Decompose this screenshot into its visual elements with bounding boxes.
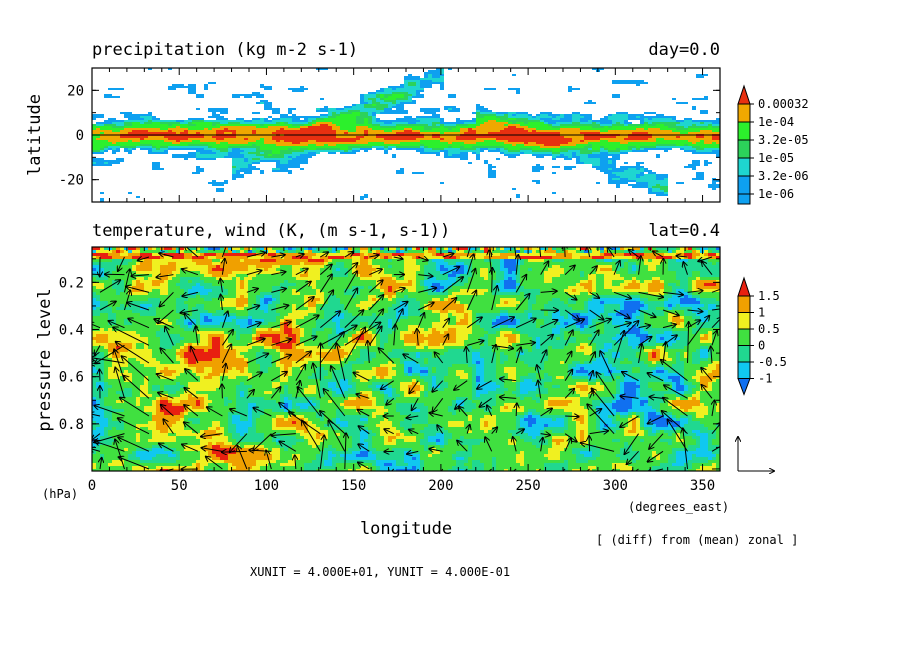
bottom-xtick-label: 50 — [171, 478, 188, 494]
bottom-ytick-label: 0.4 — [59, 323, 84, 339]
top-colorbar-label: 1e-05 — [758, 151, 794, 165]
top-ytick-label: -20 — [59, 173, 84, 189]
precipitation-field — [92, 68, 720, 202]
top-colorbar-label: 0.00032 — [758, 97, 809, 111]
bottom-xtick-label: 0 — [88, 478, 96, 494]
bottom-xtick-label: 350 — [690, 478, 715, 494]
top-ticks: 20 0 -20 — [59, 67, 721, 203]
top-ytick-label: 0 — [76, 128, 84, 144]
bottom-ylabel: pressure level — [35, 288, 55, 431]
reference-vector — [738, 437, 774, 471]
bottom-colorbar-label: 1.5 — [758, 289, 780, 303]
bottom-title: temperature, wind (K, (m s-1, s-1)) — [92, 221, 450, 241]
bottom-colorbar-label: -1 — [758, 372, 772, 386]
bottom-ticks: 0.2 0.4 0.6 0.8 0 50 100 150 200 250 300 350 — [59, 247, 721, 494]
bottom-yunit: (hPa) — [42, 487, 78, 501]
top-ylabel: latitude — [25, 94, 45, 176]
bottom-colorbar-label: 0.5 — [758, 322, 780, 336]
top-ytick-label: 20 — [67, 83, 84, 99]
bottom-colorbar-label: 1 — [758, 306, 765, 320]
bottom-title-right: lat=0.4 — [648, 221, 720, 241]
top-colorbar-label: 1e-04 — [758, 115, 794, 129]
bottom-xtick-label: 250 — [515, 478, 540, 494]
temperature-field — [92, 247, 720, 471]
units-line: XUNIT = 4.000E+01, YUNIT = 4.000E-01 — [250, 565, 510, 579]
top-colorbar: 0.00032 1e-04 3.2e-05 1e-05 3.2e-06 1e-06 — [737, 84, 809, 205]
bottom-xlabel: longitude — [360, 519, 452, 539]
top-colorbar-label: 3.2e-06 — [758, 169, 809, 183]
top-title: precipitation (kg m-2 s-1) — [92, 40, 358, 60]
bottom-colorbar: 1.5 1 0.5 0 -0.5 -1 — [737, 276, 787, 396]
diff-note: [ (diff) from (mean) zonal ] — [596, 533, 798, 547]
bottom-xtick-label: 300 — [603, 478, 628, 494]
bottom-ytick-label: 0.8 — [59, 417, 84, 433]
bottom-colorbar-label: -0.5 — [758, 355, 787, 369]
bottom-colorbar-label: 0 — [758, 339, 765, 353]
bottom-xtick-label: 150 — [341, 478, 366, 494]
wind-vectors — [92, 247, 720, 471]
top-title-right: day=0.0 — [648, 40, 720, 60]
top-colorbar-label: 1e-06 — [758, 187, 794, 201]
bottom-ytick-label: 0.6 — [59, 370, 84, 386]
bottom-xunit: (degrees_east) — [628, 500, 729, 514]
bottom-xtick-label: 200 — [428, 478, 453, 494]
bottom-ytick-label: 0.2 — [59, 275, 84, 291]
bottom-xtick-label: 100 — [254, 478, 279, 494]
top-colorbar-label: 3.2e-05 — [758, 133, 809, 147]
